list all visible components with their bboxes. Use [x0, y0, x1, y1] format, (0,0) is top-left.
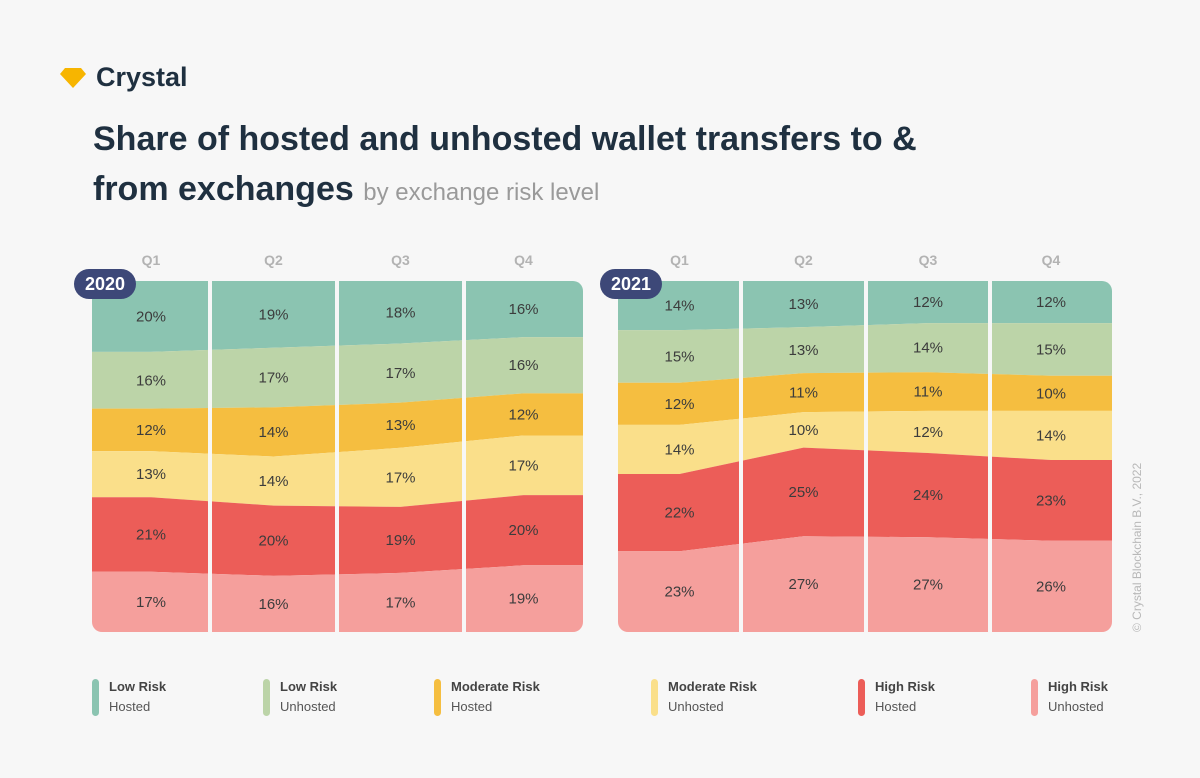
- quarter-label: Q1: [142, 252, 161, 268]
- legend-swatch: [92, 679, 99, 716]
- legend-risk-level: Low Risk: [280, 679, 338, 694]
- column-separator: [462, 279, 466, 634]
- quarter-label: Q3: [391, 252, 410, 268]
- legend-swatch: [1031, 679, 1038, 716]
- value-label: 12%: [508, 406, 538, 423]
- quarter-label: Q4: [1042, 252, 1061, 268]
- legend-wallet-type: Hosted: [109, 699, 151, 714]
- value-label: 19%: [385, 532, 415, 549]
- value-label: 20%: [258, 533, 288, 550]
- value-label: 19%: [258, 306, 288, 323]
- column-separator: [208, 279, 212, 634]
- brand-logo: Crystal: [60, 62, 188, 93]
- value-label: 26%: [1036, 578, 1066, 595]
- value-label: 22%: [664, 505, 694, 522]
- value-label: 12%: [913, 424, 943, 441]
- value-label: 23%: [1036, 492, 1066, 509]
- legend-risk-level: Low Risk: [109, 679, 167, 694]
- value-label: 20%: [136, 308, 166, 325]
- quarter-label: Q2: [264, 252, 283, 268]
- value-label: 12%: [1036, 294, 1066, 311]
- value-label: 25%: [788, 484, 818, 501]
- value-label: 15%: [664, 348, 694, 365]
- legend-swatch: [651, 679, 658, 716]
- year-label: 2020: [85, 274, 125, 294]
- title-text: Share of hosted and unhosted wallet tran…: [93, 120, 917, 208]
- value-label: 24%: [913, 487, 943, 504]
- year-badge: [600, 269, 662, 299]
- subtitle: by exchange risk level: [363, 179, 600, 206]
- value-label: 16%: [258, 596, 288, 613]
- legend-risk-level: High Risk: [875, 679, 935, 694]
- value-label: 18%: [385, 304, 415, 321]
- value-label: 15%: [1036, 341, 1066, 358]
- value-label: 12%: [136, 422, 166, 439]
- value-label: 27%: [913, 577, 943, 594]
- legend-risk-level: Moderate Risk: [668, 679, 757, 694]
- column-separator: [739, 279, 743, 634]
- value-label: 11%: [914, 384, 943, 401]
- legend-wallet-type: Unhosted: [668, 699, 724, 714]
- value-label: 10%: [788, 422, 818, 439]
- chart-2021: 14% 13% 12% 12% 15% 13% 14% 15% 12% 11% 11% 10% 14% 1…: [600, 252, 1112, 634]
- value-label: 16%: [508, 301, 538, 318]
- value-label: 17%: [385, 469, 415, 486]
- column-separator: [335, 279, 339, 634]
- brand-name: Crystal: [96, 62, 188, 92]
- legend-wallet-type: Unhosted: [280, 699, 336, 714]
- value-label: 12%: [664, 396, 694, 413]
- value-label: 14%: [913, 340, 943, 357]
- value-label: 13%: [136, 466, 166, 483]
- value-label: 17%: [385, 365, 415, 382]
- value-label: 12%: [913, 294, 943, 311]
- legend-swatch: [263, 679, 270, 716]
- year-badge: [74, 269, 136, 299]
- value-label: 17%: [508, 457, 538, 474]
- value-label: 10%: [1036, 385, 1066, 402]
- quarter-label: Q2: [794, 252, 813, 268]
- value-label: 14%: [258, 473, 288, 490]
- value-label: 16%: [136, 372, 166, 389]
- legend-swatch: [434, 679, 441, 716]
- legend-risk-level: High Risk: [1048, 679, 1108, 694]
- legend-risk-level: Moderate Risk: [451, 679, 540, 694]
- legend-wallet-type: Unhosted: [1048, 699, 1104, 714]
- value-label: 14%: [664, 298, 694, 315]
- quarter-label: Q3: [919, 252, 938, 268]
- chart-2020: 20% 19% 18% 16% 16% 17% 17% 16% 12% 14% 13% 12% 13% 1…: [74, 252, 583, 634]
- value-label: 11%: [789, 385, 818, 402]
- quarter-label: Q1: [670, 252, 689, 268]
- page-title: Share of hosted and unhosted wallet tran…: [93, 114, 993, 218]
- value-label: 13%: [385, 417, 415, 434]
- diamond-icon: [60, 67, 86, 88]
- copyright: © Crystal Blockchain B.V., 2022: [1130, 462, 1144, 632]
- column-separator: [864, 279, 868, 634]
- quarter-label: Q4: [514, 252, 533, 268]
- column-separator: [988, 279, 992, 634]
- value-label: 13%: [788, 342, 818, 359]
- value-label: 20%: [508, 522, 538, 539]
- value-label: 17%: [136, 594, 166, 611]
- value-label: 14%: [664, 441, 694, 458]
- value-label: 17%: [385, 594, 415, 611]
- value-label: 21%: [136, 527, 166, 544]
- value-label: 17%: [258, 370, 288, 387]
- value-label: 19%: [508, 591, 538, 608]
- value-label: 27%: [788, 576, 818, 593]
- value-label: 14%: [1036, 427, 1066, 444]
- legend-wallet-type: Hosted: [875, 699, 917, 714]
- value-label: 23%: [664, 584, 694, 601]
- legend-swatch: [858, 679, 865, 716]
- value-label: 16%: [508, 357, 538, 374]
- year-label: 2021: [611, 274, 651, 294]
- value-label: 13%: [788, 296, 818, 313]
- value-label: 14%: [258, 424, 288, 441]
- legend-wallet-type: Hosted: [451, 699, 493, 714]
